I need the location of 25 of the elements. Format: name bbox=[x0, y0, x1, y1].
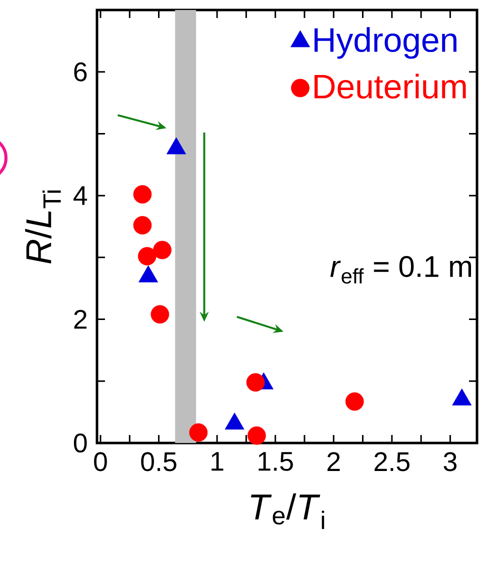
point bbox=[189, 423, 208, 442]
x-tick-label: 2 bbox=[328, 452, 340, 471]
y-tick-label: 6 bbox=[74, 62, 87, 82]
x-tick-label: 1 bbox=[212, 452, 224, 471]
legend-label: Hydrogen bbox=[314, 27, 456, 59]
x-tick-label: 0 bbox=[94, 452, 107, 472]
x-tick-label: 0.5 bbox=[141, 452, 176, 472]
point bbox=[133, 185, 152, 204]
point bbox=[133, 216, 152, 234]
y-tick-label: 0 bbox=[74, 433, 87, 453]
point bbox=[345, 392, 364, 411]
point bbox=[153, 240, 172, 260]
y-tick-label: 4 bbox=[74, 186, 88, 205]
point bbox=[150, 305, 170, 324]
y-axis-title: R/L$_{Ti}$ bbox=[25, 190, 61, 264]
y-tick-label: 2 bbox=[74, 310, 86, 329]
annotation: r$_{eff}$ = 0.1 m bbox=[330, 256, 472, 284]
point bbox=[246, 373, 265, 392]
legend-label: Deuterium bbox=[314, 74, 466, 99]
x-tick-label: 3 bbox=[444, 452, 456, 472]
point bbox=[247, 426, 266, 445]
x-tick-label: 1.5 bbox=[258, 452, 293, 471]
point bbox=[138, 246, 156, 266]
x-tick-label: 2.5 bbox=[374, 452, 410, 472]
x-axis-title: T$_{e}$/T$_{i}$ bbox=[250, 493, 324, 529]
